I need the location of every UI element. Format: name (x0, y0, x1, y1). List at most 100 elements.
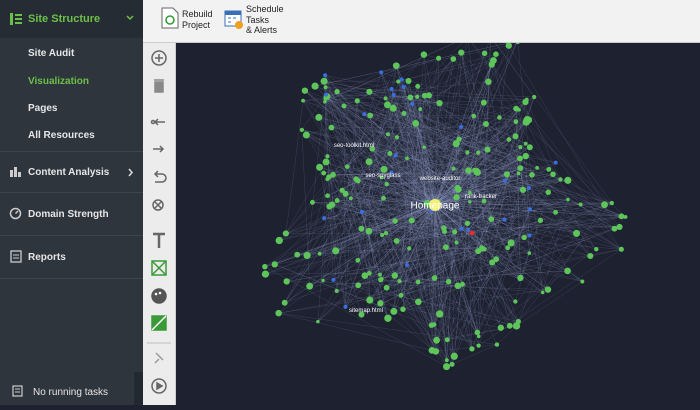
play-tool[interactable] (152, 379, 166, 393)
node (453, 140, 460, 147)
node (262, 270, 269, 277)
node (495, 342, 499, 346)
button-label: Tasks (246, 15, 284, 26)
pin-tool[interactable] (155, 353, 163, 363)
nav-item[interactable]: All Resources (28, 130, 95, 141)
node (321, 78, 328, 85)
node (451, 167, 455, 171)
node (579, 202, 583, 206)
node (393, 62, 400, 69)
node (395, 135, 399, 139)
node (394, 153, 398, 157)
node (538, 218, 543, 223)
node (349, 196, 353, 200)
node (446, 279, 451, 284)
node (415, 298, 422, 305)
node (529, 172, 535, 178)
node (618, 213, 624, 219)
layout-tool[interactable] (152, 261, 166, 275)
node (353, 176, 359, 182)
node (341, 104, 346, 109)
detach-tool[interactable] (153, 200, 163, 210)
node (528, 207, 532, 211)
node-label: rank-tracker (465, 194, 497, 200)
icon (10, 250, 22, 263)
node (332, 247, 339, 254)
node (481, 100, 487, 106)
text-tool[interactable] (153, 234, 165, 248)
node (497, 115, 502, 120)
node (521, 235, 526, 240)
site-graph: Homepagewebsite-auditorrank-trackerseo-s… (176, 43, 700, 405)
node (399, 293, 404, 298)
rebuild-icon (161, 7, 179, 29)
fill-tool[interactable] (152, 316, 166, 330)
node (405, 157, 409, 161)
icon (12, 385, 23, 397)
node (517, 275, 523, 281)
node (323, 100, 327, 104)
incoming-tool[interactable] (152, 119, 166, 125)
nav-item[interactable]: Site Audit (28, 48, 74, 59)
node (471, 114, 476, 119)
node (518, 165, 524, 171)
node (488, 216, 494, 222)
node (493, 256, 499, 262)
node (407, 246, 411, 250)
node (474, 168, 479, 173)
node (520, 187, 526, 193)
node (601, 201, 608, 208)
node (366, 89, 372, 95)
separator (0, 192, 143, 193)
node (498, 325, 504, 331)
chevron (128, 168, 134, 177)
collapse-handle[interactable] (134, 372, 143, 405)
node (335, 198, 340, 203)
node (300, 128, 304, 132)
node (513, 133, 519, 139)
node (513, 299, 517, 303)
node (323, 159, 330, 166)
nav-group[interactable]: Reports (28, 252, 66, 263)
node (564, 268, 571, 275)
node-label: Homepage (411, 201, 460, 212)
section-title: Site Structure (28, 13, 100, 25)
node (316, 320, 320, 324)
node (554, 161, 558, 165)
add-tool[interactable] (152, 51, 166, 65)
nav-item-active[interactable]: Visualization (28, 76, 89, 87)
node (429, 347, 436, 354)
outgoing-tool[interactable] (153, 146, 163, 152)
node (504, 171, 510, 177)
node (318, 252, 322, 256)
node (527, 144, 533, 150)
node (465, 221, 470, 226)
node (507, 323, 513, 329)
delete-tool[interactable] (154, 80, 164, 92)
nav-group[interactable]: Domain Strength (28, 209, 109, 220)
node (294, 252, 300, 258)
node (283, 230, 289, 236)
palette-tool[interactable] (152, 289, 166, 303)
node (513, 322, 520, 329)
node (303, 131, 310, 138)
node (276, 237, 283, 244)
undo-tool[interactable] (155, 171, 166, 182)
node (436, 310, 443, 317)
node (302, 87, 308, 93)
node (322, 216, 326, 220)
node (324, 93, 328, 97)
node (331, 278, 335, 282)
sidebar: Site Structure Site Audit Visualization … (0, 0, 143, 405)
edge (435, 205, 516, 326)
section-header[interactable]: Site Structure (0, 0, 143, 38)
nav-item[interactable]: Pages (28, 103, 57, 114)
node (518, 145, 522, 149)
node (377, 300, 383, 306)
nav-group[interactable]: Content Analysis (28, 167, 109, 178)
node (402, 85, 406, 89)
separator (0, 278, 143, 279)
node (432, 275, 438, 281)
